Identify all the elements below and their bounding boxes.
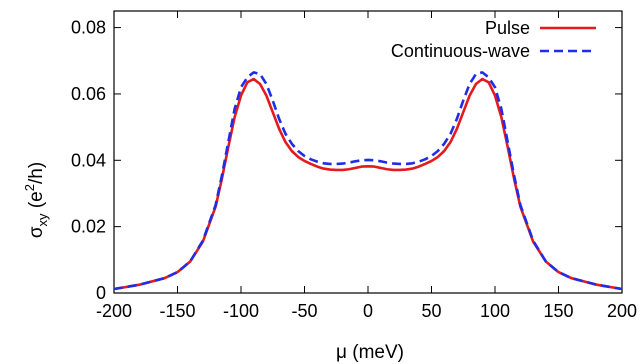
x-tick-label: 200: [607, 301, 637, 321]
x-axis-label: μ (meV): [336, 342, 404, 363]
x-tick-label: 0: [363, 301, 373, 321]
y-tick-label: 0.02: [71, 217, 106, 237]
y-axis-label-sup: 2: [22, 184, 37, 191]
x-tick-label: -50: [291, 301, 317, 321]
legend: Pulse Continuous-wave: [391, 18, 596, 61]
y-axis-ticks: 0 0.02 0.04 0.06 0.08: [71, 18, 622, 303]
legend-label: Continuous-wave: [391, 41, 530, 61]
x-tick-label: 150: [543, 301, 573, 321]
y-tick-label: 0.06: [71, 84, 106, 104]
x-tick-label: -150: [159, 301, 195, 321]
series-line-1: [113, 71, 623, 291]
y-tick-label: 0.08: [71, 18, 106, 38]
plot-frame: [113, 10, 623, 294]
y-tick-label: 0.04: [71, 150, 106, 170]
x-tick-label: 100: [480, 301, 510, 321]
series-line-0: [113, 77, 623, 291]
y-axis-label-main: σ: [26, 226, 47, 238]
y-axis-label-sub: xy: [35, 213, 50, 227]
legend-label: Pulse: [485, 18, 530, 38]
x-axis-ticks: -200 -150 -100 -50 0 50 100 150 200: [96, 11, 637, 321]
x-tick-label: 50: [421, 301, 441, 321]
y-axis-label-unit-close: /h): [26, 162, 47, 184]
series-layer: [113, 71, 623, 291]
y-axis-label-unit-open: (e: [26, 191, 47, 213]
y-tick-label: 0: [96, 283, 106, 303]
x-tick-label: -100: [223, 301, 259, 321]
x-tick-label: -200: [96, 301, 132, 321]
plot-border: [113, 10, 623, 294]
y-axis-label: σxy (e2/h): [22, 162, 50, 238]
